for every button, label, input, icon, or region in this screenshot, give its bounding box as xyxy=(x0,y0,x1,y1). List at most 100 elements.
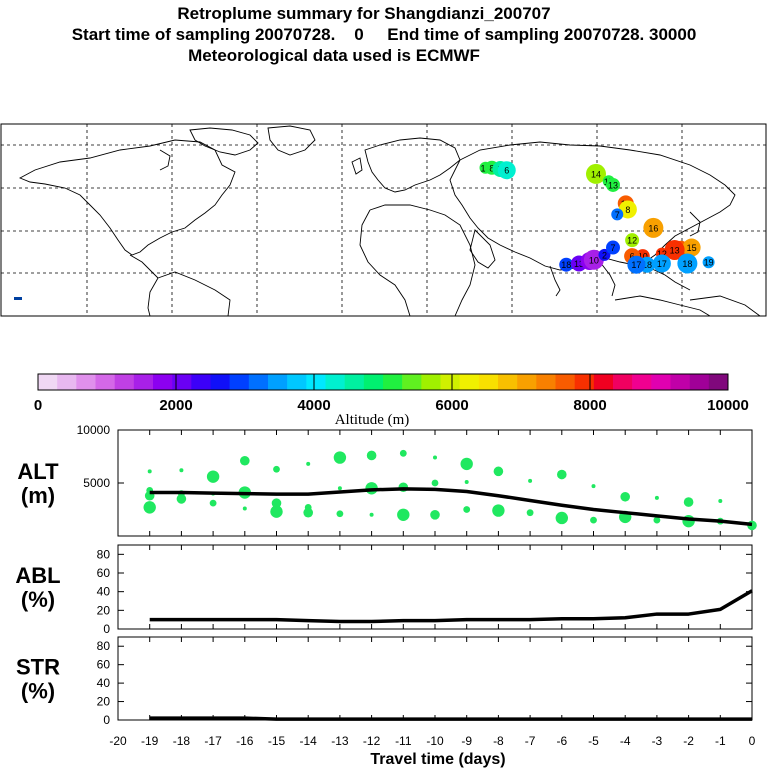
altitude-scatter-point xyxy=(653,516,661,524)
colorbar-swatch xyxy=(153,374,173,390)
y-tick-label: 20 xyxy=(97,603,111,617)
altitude-scatter-point xyxy=(718,499,723,504)
cluster-marker xyxy=(664,239,685,260)
cluster-marker xyxy=(643,217,664,238)
colorbar-swatch xyxy=(536,374,556,390)
x-tick-label: -4 xyxy=(620,734,631,748)
colorbar-swatch xyxy=(440,374,460,390)
cluster-marker xyxy=(702,256,715,269)
altitude-scatter-point xyxy=(333,451,347,464)
altitude-scatter-point xyxy=(147,469,152,474)
cluster-label: 18 xyxy=(642,260,652,270)
x-tick-label: -2 xyxy=(683,734,694,748)
colorbar-tick-label: 8000 xyxy=(573,397,606,414)
cluster-label: 16 xyxy=(648,223,658,233)
x-tick-label: -5 xyxy=(588,734,599,748)
colorbar-tick-label: 10000 xyxy=(707,397,749,414)
y-tick-label: 0 xyxy=(103,622,110,636)
cluster-label: 8 xyxy=(625,205,630,215)
x-tick-label: -9 xyxy=(461,734,472,748)
x-tick-label: -14 xyxy=(300,734,318,748)
cluster-marker xyxy=(586,163,606,184)
cluster-label: 19 xyxy=(704,258,714,268)
alt-panel: ALT(m) 5000 10000 xyxy=(17,423,757,537)
colorbar-swatch xyxy=(344,374,365,390)
colorbar-axis-label: Altitude (m) xyxy=(335,412,410,428)
colorbar-swatch xyxy=(172,374,192,390)
x-tick-label: -12 xyxy=(363,734,381,748)
altitude-scatter-point xyxy=(397,508,410,521)
altitude-scatter-point xyxy=(433,455,437,460)
cluster-marker xyxy=(682,238,701,257)
altitude-scatter-point xyxy=(336,510,344,518)
abl-panel: ABL(%) 0 20 40 60 80 xyxy=(15,544,753,636)
colorbar-tick-label: 0 xyxy=(34,397,42,414)
cluster-label: 12 xyxy=(627,236,637,246)
series-line xyxy=(149,589,753,624)
cluster-marker xyxy=(618,200,637,219)
altitude-scatter-point xyxy=(464,479,469,484)
series-line xyxy=(149,487,753,527)
cluster-label: 13 xyxy=(574,259,584,269)
altitude-colorbar: 0 2000 4000 6000 8000 10000 Altitude (m) xyxy=(34,373,749,428)
y-tick-label: 40 xyxy=(97,676,111,690)
altitude-scatter-point xyxy=(143,501,156,514)
cluster-label: 6 xyxy=(504,166,509,176)
altitude-scatter-point xyxy=(303,507,314,518)
colorbar-swatch xyxy=(517,374,537,390)
map-scale-marker xyxy=(14,297,22,300)
x-tick-label: -13 xyxy=(331,734,349,748)
colorbar-swatch xyxy=(421,374,441,390)
series-line xyxy=(149,716,752,721)
altitude-scatter-point xyxy=(337,486,342,491)
y-tick-label: 40 xyxy=(97,585,111,599)
panel-label: STR xyxy=(16,655,60,680)
x-tick-label: -19 xyxy=(141,734,159,748)
colorbar-swatch xyxy=(555,374,575,390)
x-tick-label: 0 xyxy=(749,734,756,748)
colorbar-swatch xyxy=(287,374,307,390)
cluster-label: 8 xyxy=(489,163,494,173)
altitude-scatter-point xyxy=(557,469,567,480)
x-tick-label: -8 xyxy=(493,734,504,748)
altitude-scatter-point xyxy=(683,497,694,507)
colorbar-swatch xyxy=(248,374,269,390)
chart-title: Retroplume summary for Shangdianzi_20070… xyxy=(177,4,551,23)
y-tick-label: 80 xyxy=(97,639,111,653)
altitude-scatter-point xyxy=(270,505,283,518)
colorbar-swatch xyxy=(478,374,499,390)
colorbar-swatch xyxy=(670,374,690,390)
colorbar-swatch xyxy=(574,374,595,390)
colorbar-swatch xyxy=(689,374,710,390)
cluster-marker xyxy=(497,161,516,180)
altitude-scatter-point xyxy=(179,468,184,473)
cluster-marker xyxy=(627,255,646,274)
cluster-marker xyxy=(611,208,624,221)
x-tick-label: -10 xyxy=(426,734,444,748)
altitude-scatter-point xyxy=(492,504,505,517)
altitude-scatter-point xyxy=(206,470,220,483)
colorbar-swatch xyxy=(593,374,614,390)
y-tick-label: 60 xyxy=(97,658,111,672)
cluster-label: 7 xyxy=(610,243,615,253)
y-tick-label: 60 xyxy=(97,566,111,580)
altitude-scatter-point xyxy=(590,516,597,524)
cluster-label: 10 xyxy=(589,255,599,265)
colorbar-swatch xyxy=(383,374,403,390)
x-tick-label: -18 xyxy=(173,734,191,748)
altitude-scatter-point xyxy=(306,461,311,466)
colorbar-swatch xyxy=(133,374,154,390)
cluster-label: 18 xyxy=(561,260,571,270)
cluster-label: 2 xyxy=(602,250,607,260)
colorbar-swatch xyxy=(306,374,326,390)
altitude-scatter-point xyxy=(460,457,473,471)
met-data-line: Meteorological data used is ECMWF xyxy=(188,46,480,65)
altitude-scatter-point xyxy=(273,465,280,473)
cluster-marker xyxy=(606,177,620,192)
colorbar-swatch xyxy=(38,374,58,390)
altitude-scatter-point xyxy=(463,506,471,513)
altitude-scatter-point xyxy=(431,479,439,487)
colorbar-swatch xyxy=(459,374,480,390)
